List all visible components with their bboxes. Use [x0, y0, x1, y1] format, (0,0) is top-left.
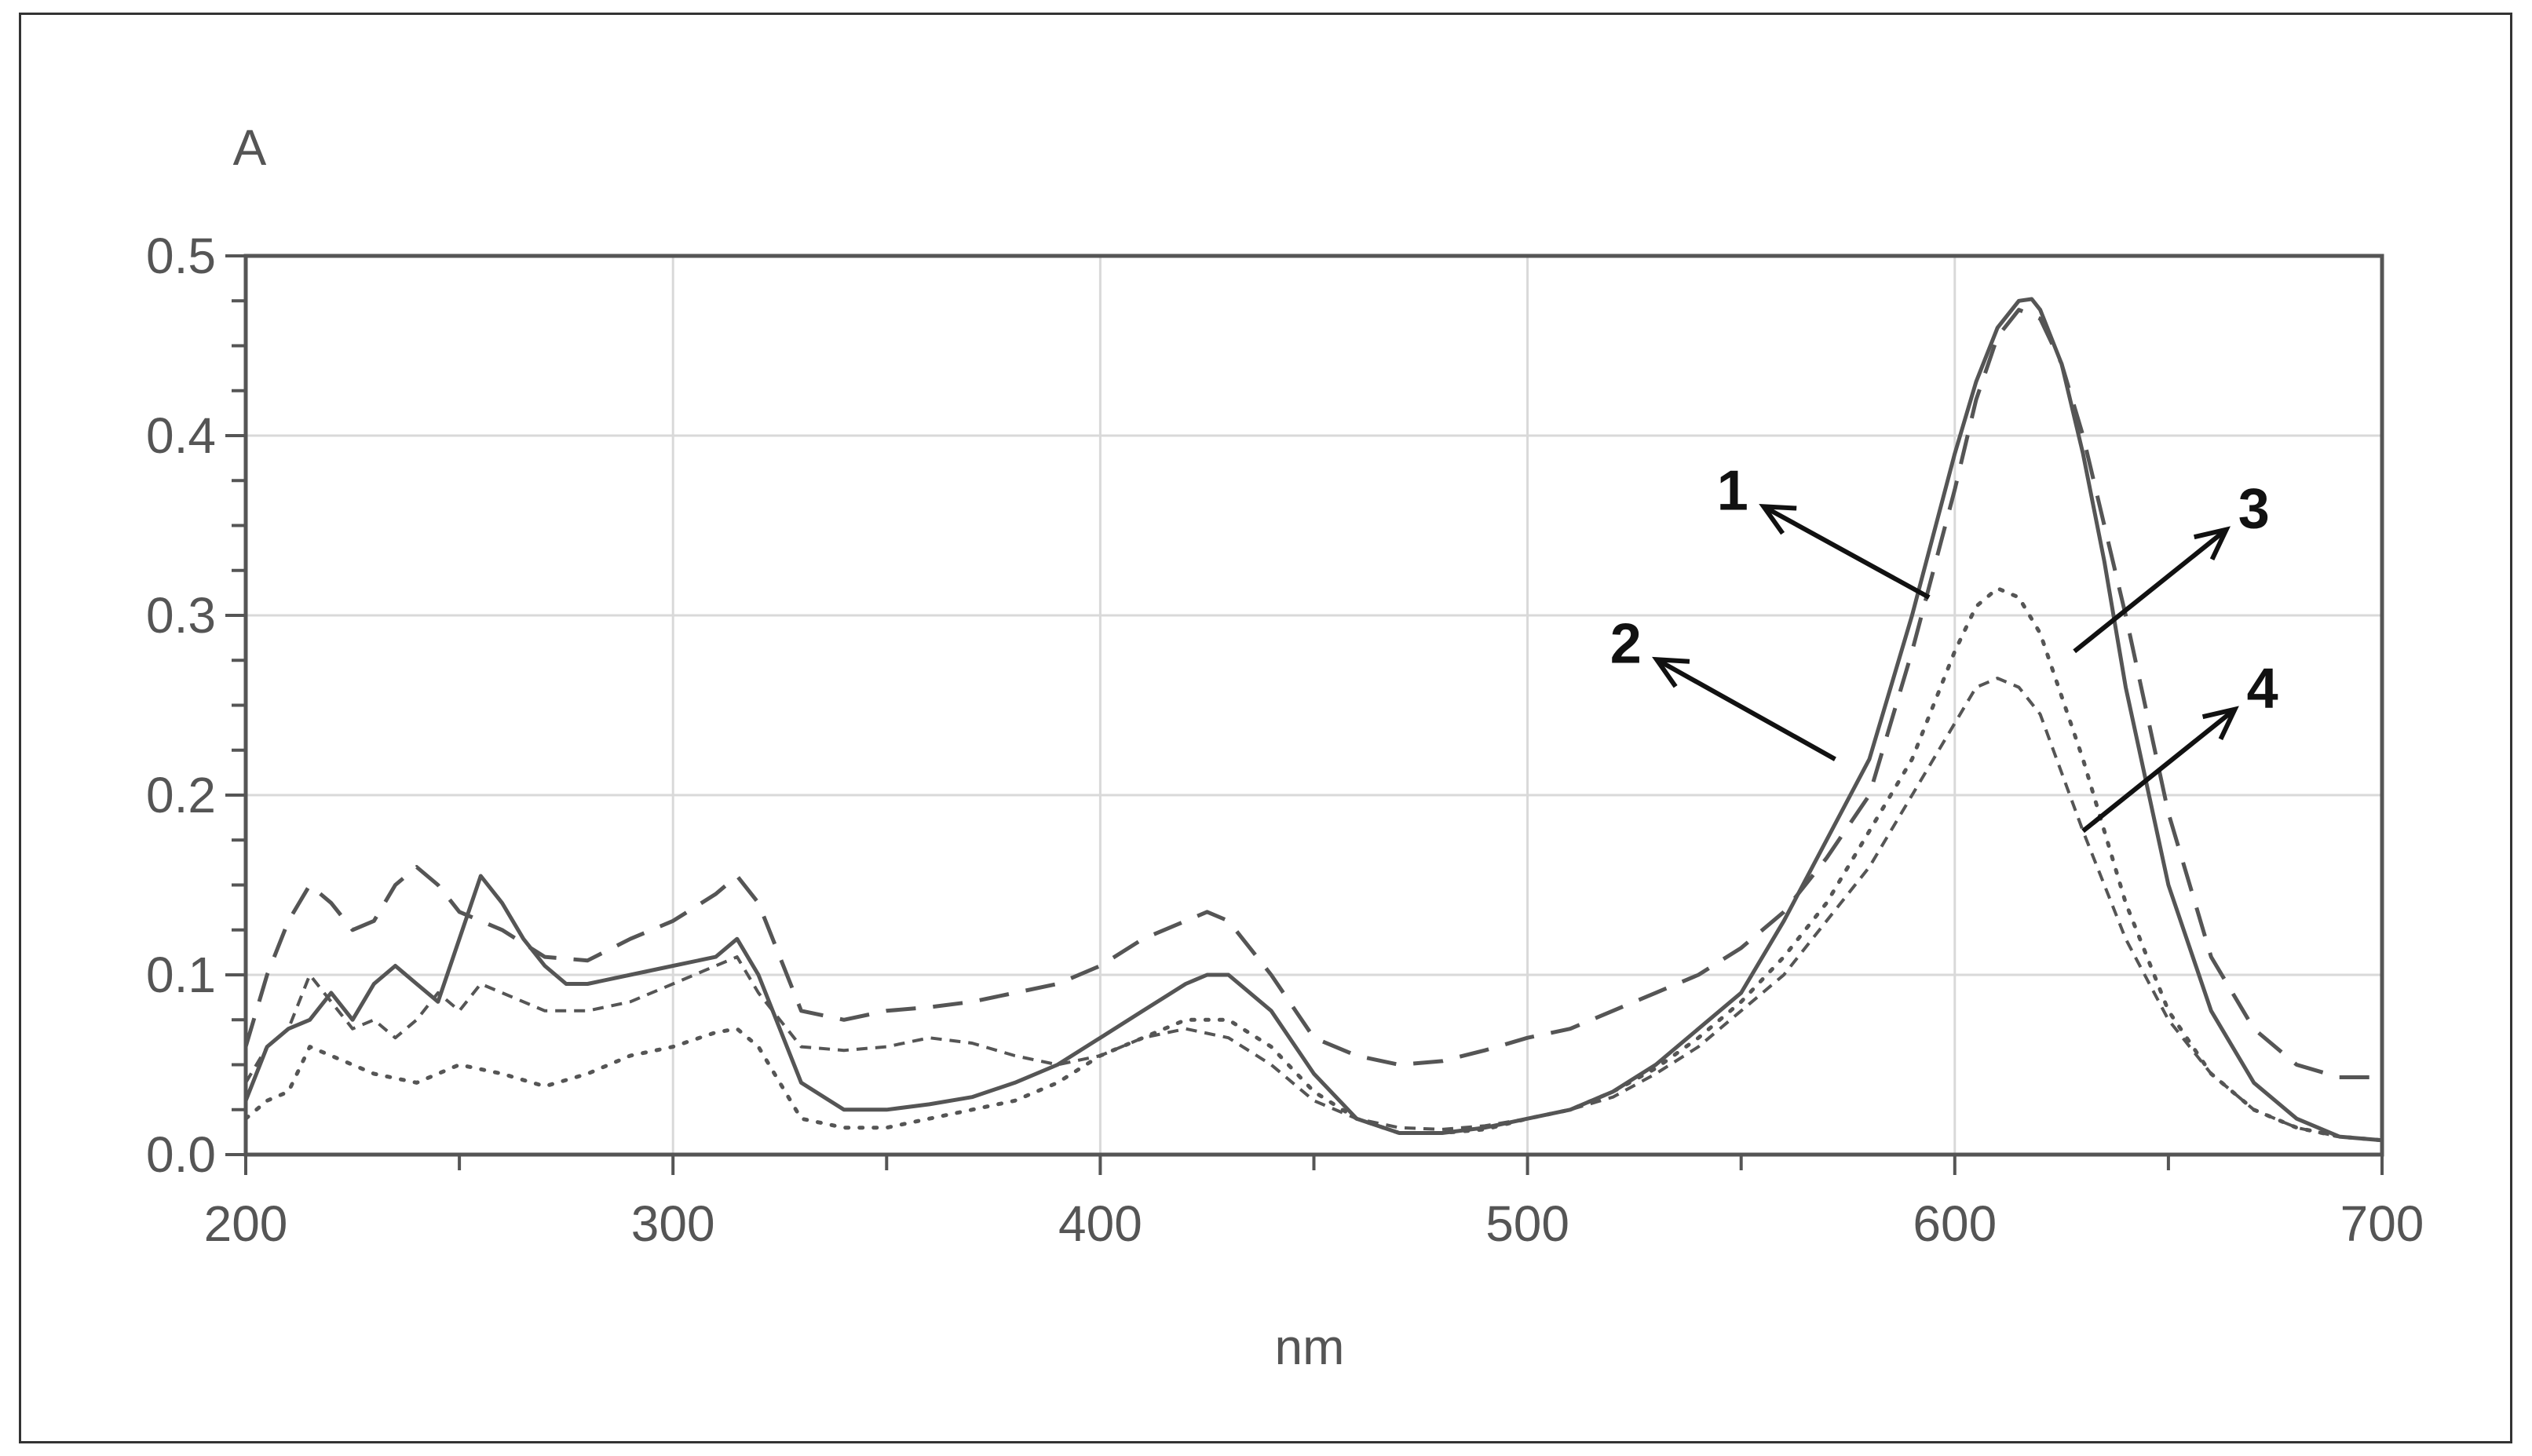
- annotation-arrowhead-3: [2194, 526, 2231, 560]
- annotation-label-3: 3: [2238, 478, 2270, 541]
- annotations: 1 2 3 4: [1610, 460, 2278, 834]
- annotation-label-2: 2: [1610, 612, 1642, 675]
- annotation-label-1: 1: [1717, 460, 1748, 523]
- x-tick-label: 600: [1913, 1195, 1997, 1252]
- y-tick-label: 0.4: [146, 407, 216, 464]
- annotation-arrow-1: [1762, 504, 1931, 600]
- series-group: [243, 297, 2384, 1143]
- plot-border: [243, 254, 2384, 1157]
- annotation-arrowhead-4: [2201, 706, 2239, 740]
- y-tick-label: 0.3: [146, 587, 216, 644]
- y-tick-label: 0.0: [146, 1126, 216, 1183]
- series-line-1: [243, 297, 2383, 1143]
- x-tick-label: 400: [1058, 1195, 1142, 1252]
- y-tick-label: 0.2: [146, 767, 216, 823]
- annotation-arrowhead-2: [1652, 656, 1690, 688]
- series-line-2: [243, 308, 2382, 1079]
- x-tick-label: 300: [631, 1195, 715, 1252]
- axes: 200 300 400 500 600 700 0.0 0.1 0.2 0.3 0.4 0.5: [146, 228, 2424, 1252]
- y-tick-label: 0.1: [146, 947, 216, 1003]
- annotation-label-4: 4: [2247, 658, 2278, 721]
- y-tick-label: 0.5: [146, 228, 216, 284]
- figure-frame: [19, 13, 2512, 1443]
- y-axis-title: A: [233, 119, 267, 176]
- x-axis-title: nm: [1275, 1319, 1345, 1375]
- series-line-4: [244, 677, 2383, 1142]
- annotation-arrow-4: [2081, 707, 2237, 834]
- grid-lines: [246, 256, 2382, 1155]
- x-tick-label: 500: [1485, 1195, 1569, 1252]
- annotation-arrowhead-1: [1759, 504, 1797, 535]
- series-line-3: [243, 586, 2384, 1143]
- annotation-arrow-3: [2073, 527, 2228, 654]
- annotation-arrow-2: [1655, 657, 1836, 761]
- x-tick-label: 700: [2340, 1195, 2424, 1252]
- x-tick-label: 200: [204, 1195, 288, 1252]
